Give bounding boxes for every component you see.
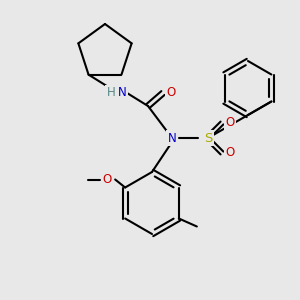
Text: N: N [118,86,126,100]
Text: S: S [204,131,212,145]
Text: O: O [225,116,235,130]
Text: H: H [106,86,116,100]
Text: O: O [225,146,235,160]
Text: O: O [103,173,112,186]
Text: N: N [168,131,176,145]
Text: O: O [167,86,176,100]
